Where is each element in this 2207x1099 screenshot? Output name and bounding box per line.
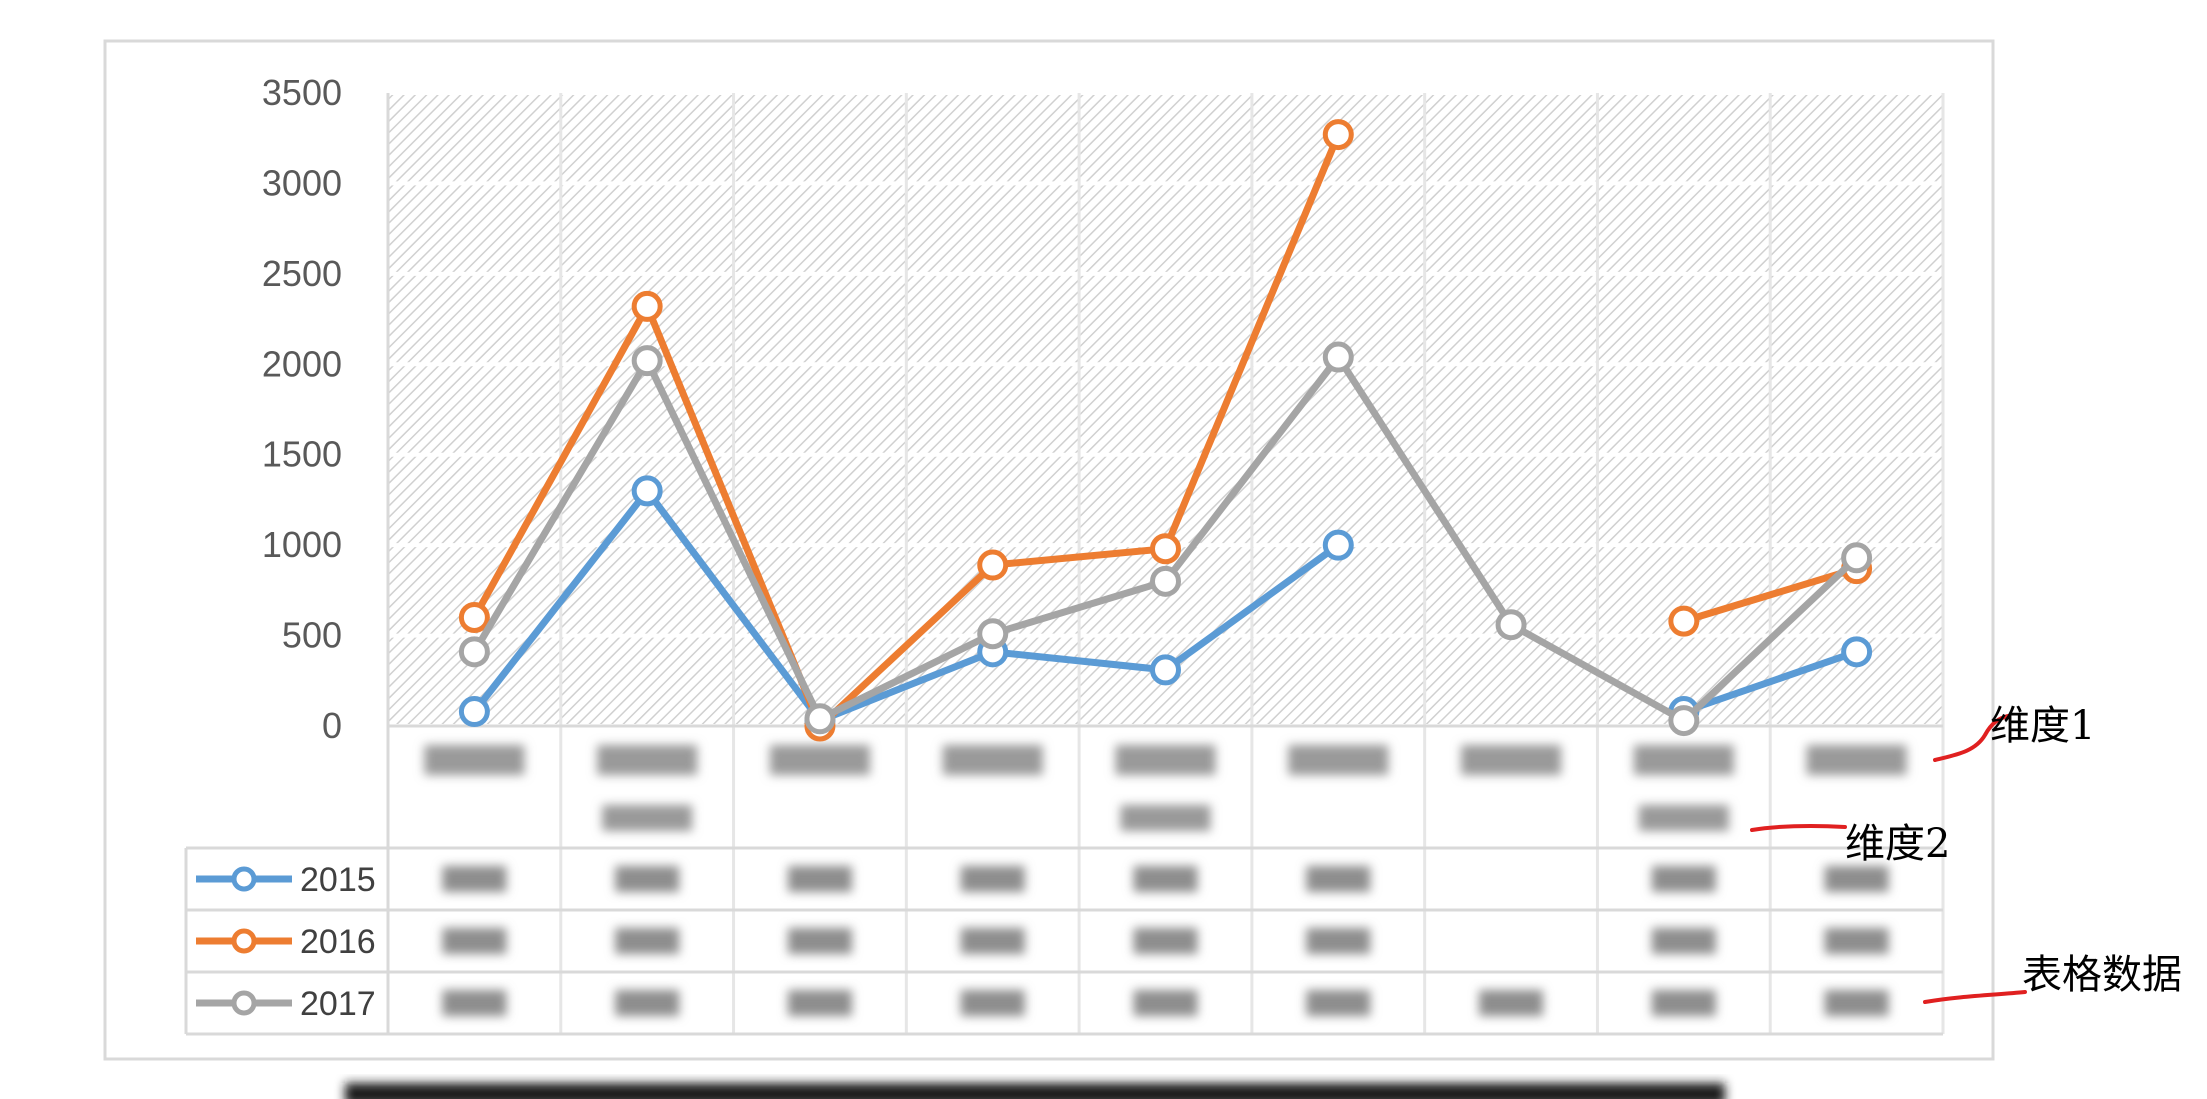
data-point bbox=[1495, 609, 1527, 641]
table-cell-blurred bbox=[960, 866, 1025, 892]
series-line bbox=[1680, 565, 1861, 625]
table-cell-blurred bbox=[1306, 990, 1371, 1016]
table-cell-blurred bbox=[615, 928, 680, 954]
table-cell-blurred bbox=[442, 866, 507, 892]
table-cell-blurred bbox=[1306, 866, 1371, 892]
annotation-dimension1: 维度1 bbox=[1990, 703, 2095, 749]
category-label-blurred bbox=[1115, 745, 1216, 775]
table-cell-blurred bbox=[787, 990, 852, 1016]
data-point bbox=[458, 636, 490, 668]
table-cell-blurred bbox=[442, 990, 507, 1016]
data-point bbox=[977, 549, 1009, 581]
data-point bbox=[1322, 341, 1354, 373]
annotation-table-data: 表格数据 bbox=[2022, 952, 2182, 998]
data-point bbox=[1322, 529, 1354, 561]
category-label-blurred bbox=[1461, 745, 1562, 775]
table-cell-blurred bbox=[960, 990, 1025, 1016]
series-line bbox=[470, 131, 1342, 730]
data-point bbox=[1841, 542, 1873, 574]
category-group-label-blurred bbox=[1120, 805, 1211, 831]
grid-layer bbox=[386, 91, 1945, 1034]
table-cell-blurred bbox=[615, 990, 680, 1016]
series-2016 bbox=[458, 119, 1873, 742]
series-2017 bbox=[458, 341, 1873, 737]
annotation-dimension2: 维度2 bbox=[1845, 821, 1950, 867]
annotations: 维度1 维度2 表格数据 bbox=[1750, 703, 2182, 1004]
table-cell-blurred bbox=[442, 928, 507, 954]
category-label-blurred bbox=[769, 745, 870, 775]
legend-key-marker bbox=[231, 928, 257, 954]
category-group-label-blurred bbox=[602, 805, 693, 831]
category-group-label-blurred bbox=[1638, 805, 1729, 831]
data-point bbox=[1150, 654, 1181, 686]
y-tick-label: 1000 bbox=[262, 524, 342, 565]
data-point bbox=[1150, 533, 1181, 565]
data-point bbox=[631, 345, 663, 377]
table-cell-blurred bbox=[1824, 866, 1889, 892]
blurred-caption bbox=[345, 1083, 1725, 1099]
table-cell-blurred bbox=[960, 928, 1025, 954]
table-cell-blurred bbox=[1824, 928, 1889, 954]
table-cell-blurred bbox=[1651, 866, 1716, 892]
table-cell-blurred bbox=[1651, 990, 1716, 1016]
legend-key-marker bbox=[231, 866, 257, 892]
y-axis: 0 500 1000 1500 2000 2500 3000 3500 bbox=[262, 72, 342, 746]
data-point bbox=[631, 290, 663, 322]
data-point bbox=[1841, 636, 1873, 668]
table-cell-blurred bbox=[787, 866, 852, 892]
table-cell-blurred bbox=[1133, 866, 1198, 892]
table-cell-blurred bbox=[1479, 990, 1544, 1016]
category-label-blurred bbox=[1633, 745, 1734, 775]
y-tick-label: 3000 bbox=[262, 162, 342, 203]
legend-label: 2015 bbox=[300, 861, 376, 899]
y-tick-label: 2000 bbox=[262, 343, 342, 384]
data-point bbox=[631, 475, 663, 507]
data-table: 2015 2016 2017 bbox=[184, 93, 1943, 1036]
category-label-blurred bbox=[1806, 745, 1907, 775]
y-tick-label: 500 bbox=[282, 615, 342, 656]
y-tick-label: 1500 bbox=[262, 434, 342, 475]
y-tick-label: 0 bbox=[322, 705, 342, 746]
legend-label: 2016 bbox=[300, 923, 376, 961]
table-cell-blurred bbox=[615, 866, 680, 892]
series-line bbox=[470, 487, 1342, 725]
category-label-blurred bbox=[597, 745, 698, 775]
series-layer bbox=[458, 119, 1873, 742]
annotation-stroke-1 bbox=[1933, 714, 2010, 762]
series-line bbox=[1680, 648, 1861, 716]
data-point bbox=[458, 601, 490, 633]
table-cell-blurred bbox=[1651, 928, 1716, 954]
category-label-blurred bbox=[942, 745, 1043, 775]
data-point bbox=[1150, 565, 1181, 597]
y-tick-label: 2500 bbox=[262, 253, 342, 294]
table-cell-blurred bbox=[787, 928, 852, 954]
table-cell-blurred bbox=[1824, 990, 1889, 1016]
legend-key-marker bbox=[231, 990, 257, 1016]
data-point bbox=[804, 703, 836, 735]
annotation-stroke-3 bbox=[1923, 990, 2027, 1004]
table-cell-blurred bbox=[1133, 990, 1198, 1016]
data-point bbox=[458, 696, 490, 728]
table-cell-blurred bbox=[1133, 928, 1198, 954]
data-point bbox=[1668, 605, 1700, 637]
legend-label: 2017 bbox=[300, 985, 376, 1023]
data-point bbox=[1668, 705, 1700, 737]
category-label-blurred bbox=[424, 745, 525, 775]
annotation-stroke-2 bbox=[1750, 824, 1847, 832]
y-tick-label: 3500 bbox=[262, 72, 342, 113]
data-point bbox=[1322, 119, 1354, 151]
table-cell-blurred bbox=[1306, 928, 1371, 954]
data-point bbox=[977, 618, 1009, 650]
category-label-blurred bbox=[1288, 745, 1389, 775]
